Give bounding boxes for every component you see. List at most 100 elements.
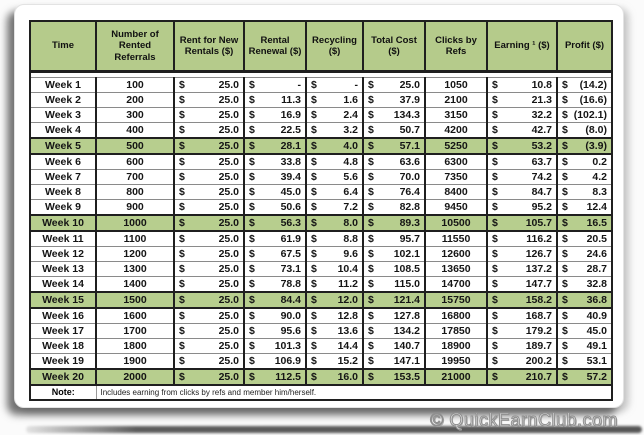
cell-referrals: 700 [95, 169, 174, 185]
cell-rent_new: $25.0 [173, 353, 244, 369]
cell-clicks: 16800 [424, 307, 487, 324]
cell-value: 49.1 [586, 340, 607, 352]
dollar-sign: $ [492, 201, 498, 213]
cell-earning: $32.2 [486, 107, 557, 123]
cell-renewal: $90.0 [243, 307, 306, 324]
dollar-sign: $ [249, 371, 255, 383]
cell-earning: $126.7 [486, 246, 557, 262]
cell-earning: $147.7 [486, 276, 557, 292]
dollar-sign: $ [562, 79, 568, 91]
cell-time: Week 4 [30, 122, 96, 138]
cell-referrals: 1600 [95, 307, 174, 324]
cell-referrals: 300 [95, 107, 174, 123]
cell-value: 56.3 [280, 217, 301, 229]
cell-renewal: $56.3 [243, 214, 306, 232]
cell-value: 9.6 [343, 248, 358, 260]
cell-value: 134.3 [393, 109, 420, 121]
column-header-earning: Earning ¹ ($) [486, 21, 557, 73]
dollar-sign: $ [311, 186, 317, 198]
cell-profit: $ (8.0) [556, 122, 612, 138]
dollar-sign: $ [368, 355, 374, 367]
cell-recycling: $5.6 [305, 169, 363, 185]
dollar-sign: $ [249, 217, 255, 229]
cell-earning: $137.2 [486, 261, 557, 277]
cell-time: Week 19 [30, 353, 96, 369]
dollar-sign: $ [492, 340, 498, 352]
cell-value: 121.4 [393, 294, 420, 306]
cell-referrals: 600 [95, 153, 174, 170]
cell-value: 28.1 [280, 140, 301, 152]
dollar-sign: $ [492, 109, 498, 121]
table-row: Week 16 1600 $25.0 $90.0 $12.8 $127.8 16800 $16… [30, 307, 612, 324]
dollar-sign: $ [368, 186, 374, 198]
dollar-sign: $ [562, 310, 568, 322]
cell-recycling: $14.4 [305, 338, 363, 354]
cell-clicks: 14700 [424, 276, 487, 292]
cell-recycling: $6.4 [305, 184, 363, 200]
cell-clicks: 7350 [424, 169, 487, 185]
cell-profit: $53.1 [556, 353, 612, 369]
cell-value: 25.0 [218, 171, 239, 183]
cell-referrals: 1800 [95, 338, 174, 354]
cell-time: Week 2 [30, 92, 96, 108]
dollar-sign: $ [179, 310, 185, 322]
dollar-sign: $ [492, 263, 498, 275]
dollar-sign: $ [179, 263, 185, 275]
dollar-sign: $ [492, 79, 498, 91]
cell-value: 25.0 [218, 263, 239, 275]
cell-recycling: $8.0 [305, 214, 363, 232]
cell-value: 10.4 [337, 263, 358, 275]
dollar-sign: $ [179, 124, 185, 136]
cell-value: (16.6) [579, 94, 607, 106]
cell-profit: $24.6 [556, 246, 612, 262]
dollar-sign: $ [368, 109, 374, 121]
cell-referrals: 2000 [95, 368, 174, 386]
cell-earning: $105.7 [486, 214, 557, 232]
dollar-sign: $ [179, 340, 185, 352]
dollar-sign: $ [311, 325, 317, 337]
dollar-sign: $ [249, 79, 255, 91]
cell-value: 15.2 [337, 355, 358, 367]
dollar-sign: $ [492, 310, 498, 322]
cell-rent_new: $25.0 [173, 291, 244, 309]
dollar-sign: $ [311, 294, 317, 306]
dollar-sign: $ [249, 263, 255, 275]
dollar-sign: $ [492, 371, 498, 383]
dollar-sign: $ [311, 248, 317, 260]
cell-value: (8.0) [585, 124, 607, 136]
dollar-sign: $ [311, 340, 317, 352]
cell-profit: $ (102.1) [556, 107, 612, 123]
cell-value: 40.9 [586, 310, 607, 322]
cell-value: (3.9) [585, 140, 607, 152]
cell-value: 32.2 [531, 109, 552, 121]
cell-earning: $42.7 [486, 122, 557, 138]
cell-value: 16.5 [586, 217, 607, 229]
cell-value: 53.1 [586, 355, 607, 367]
dollar-sign: $ [179, 233, 185, 245]
dollar-sign: $ [562, 248, 568, 260]
cell-rent_new: $25.0 [173, 307, 244, 324]
cell-total_cost: $95.7 [362, 230, 425, 247]
cell-value: 106.9 [274, 355, 301, 367]
dollar-sign: $ [562, 171, 568, 183]
cell-value: 36.8 [586, 294, 607, 306]
cell-renewal: $22.5 [243, 122, 306, 138]
cell-profit: $28.7 [556, 261, 612, 277]
cell-value: 4.2 [592, 171, 607, 183]
dollar-sign: $ [179, 294, 185, 306]
dollar-sign: $ [179, 325, 185, 337]
dollar-sign: $ [562, 325, 568, 337]
cell-total_cost: $57.1 [362, 137, 425, 155]
dollar-sign: $ [249, 233, 255, 245]
cell-earning: $95.2 [486, 199, 557, 215]
cell-referrals: 900 [95, 199, 174, 215]
dollar-sign: $ [562, 294, 568, 306]
cell-referrals: 1300 [95, 261, 174, 277]
dollar-sign: $ [492, 94, 498, 106]
dollar-sign: $ [249, 294, 255, 306]
cell-value: 25.0 [218, 79, 239, 91]
cell-earning: $158.2 [486, 291, 557, 309]
cell-value: 24.6 [586, 248, 607, 260]
cell-value: 158.2 [525, 294, 552, 306]
cell-value: 22.5 [280, 124, 301, 136]
